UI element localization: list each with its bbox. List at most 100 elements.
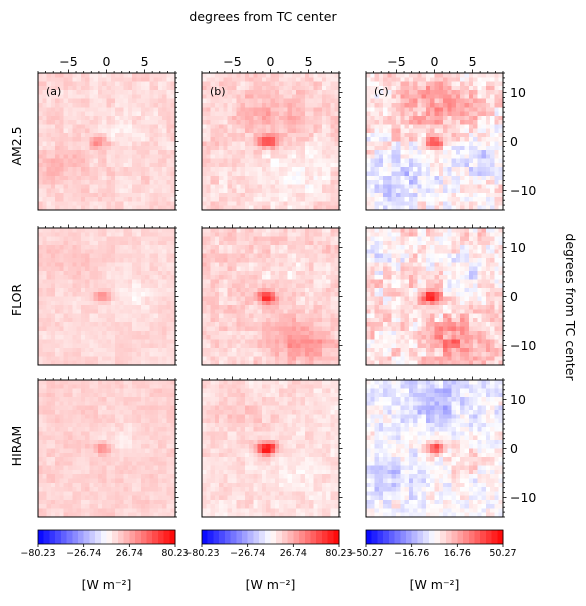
heatmap-cell xyxy=(55,205,60,211)
heatmap-cell xyxy=(149,192,154,198)
heatmap-cell xyxy=(287,287,293,293)
heatmap-cell xyxy=(214,201,220,207)
heatmap-cell xyxy=(202,90,207,95)
heatmap-cell xyxy=(378,171,384,177)
heatmap-cell xyxy=(80,184,86,189)
heatmap-cell xyxy=(400,205,405,211)
heatmap-cell xyxy=(42,73,47,78)
heatmap-cell xyxy=(296,90,301,95)
heatmap-cell xyxy=(498,120,504,125)
heatmap-cell xyxy=(317,137,323,142)
heatmap-cell xyxy=(374,145,380,151)
heatmap-cell xyxy=(279,192,284,198)
heatmap-cell xyxy=(270,180,276,185)
heatmap-cell xyxy=(157,102,163,108)
heatmap-cell xyxy=(231,137,237,142)
heatmap-cell xyxy=(244,228,250,233)
heatmap-cell xyxy=(378,141,384,147)
heatmap-cell xyxy=(38,107,43,112)
heatmap-cell xyxy=(266,205,271,211)
heatmap-cell xyxy=(140,167,146,172)
heatmap-cell xyxy=(321,228,327,233)
heatmap-cell xyxy=(296,124,301,130)
heatmap-cell xyxy=(498,167,504,172)
heatmap-cell xyxy=(102,115,107,121)
heatmap-cell xyxy=(326,249,331,255)
heatmap-cell xyxy=(274,145,280,151)
heatmap-cell xyxy=(55,98,60,104)
heatmap-cell xyxy=(93,283,99,289)
heatmap-cell xyxy=(89,197,95,202)
heatmap-cell xyxy=(447,107,453,112)
heatmap-cell xyxy=(72,167,77,172)
heatmap-cell xyxy=(223,266,229,272)
heatmap-cell xyxy=(206,145,211,151)
heatmap-cell xyxy=(214,77,220,82)
heatmap-cell xyxy=(42,111,47,117)
heatmap-cell xyxy=(270,266,276,272)
heatmap-cell xyxy=(270,262,276,267)
heatmap-cell xyxy=(102,154,107,160)
heatmap-cell xyxy=(136,270,142,276)
heatmap-cell xyxy=(430,197,435,202)
heatmap-cell xyxy=(153,262,159,267)
heatmap-cell xyxy=(227,162,233,168)
heatmap-cell xyxy=(89,245,95,250)
heatmap-cell xyxy=(46,107,52,112)
heatmap-cell xyxy=(97,266,103,272)
heatmap-cell xyxy=(170,240,176,246)
heatmap-cell xyxy=(72,287,77,293)
heatmap-cell xyxy=(80,352,86,357)
heatmap-cell xyxy=(425,90,431,95)
heatmap-cell xyxy=(240,240,246,246)
heatmap-cell xyxy=(304,77,310,82)
heatmap-cell xyxy=(136,275,142,280)
heatmap-cell xyxy=(55,81,60,87)
top-axis-title: degrees from TC center xyxy=(189,9,337,24)
heatmap-cell xyxy=(106,317,112,323)
heatmap-cell xyxy=(434,115,440,121)
heatmap-cell xyxy=(404,137,410,142)
heatmap-cell xyxy=(291,270,297,276)
heatmap-cell xyxy=(253,205,259,211)
heatmap-cell xyxy=(309,262,314,267)
heatmap-cell xyxy=(123,232,129,237)
heatmap-cell xyxy=(313,81,318,87)
heatmap-cell xyxy=(210,94,216,100)
heatmap-cell xyxy=(287,150,293,155)
heatmap-cell xyxy=(223,158,229,164)
heatmap-cell xyxy=(42,171,47,177)
heatmap-cell xyxy=(326,245,331,250)
heatmap-cell xyxy=(76,317,82,323)
heatmap-cell xyxy=(63,171,69,177)
heatmap-cell xyxy=(72,343,77,349)
heatmap-cell xyxy=(115,137,120,142)
heatmap-cell xyxy=(67,322,73,327)
heatmap-cell xyxy=(317,296,323,302)
heatmap-cell xyxy=(145,356,150,362)
heatmap-cell xyxy=(119,205,125,211)
heatmap-cell xyxy=(494,85,500,91)
heatmap-cell xyxy=(85,73,90,78)
heatmap-cell xyxy=(253,192,259,198)
heatmap-cell xyxy=(170,309,176,315)
heatmap-cell xyxy=(317,85,323,91)
heatmap-cell xyxy=(494,205,500,211)
heatmap-cell xyxy=(76,232,82,237)
heatmap-cell xyxy=(326,309,331,315)
heatmap-cell xyxy=(366,197,371,202)
heatmap-cell xyxy=(473,192,478,198)
heatmap-cell xyxy=(97,335,103,340)
heatmap-cell xyxy=(115,81,120,87)
heatmap-cell xyxy=(80,102,86,108)
heatmap-cell xyxy=(80,266,86,272)
heatmap-cell xyxy=(391,81,397,87)
heatmap-cell xyxy=(157,339,163,344)
heatmap-cell xyxy=(334,201,340,207)
heatmap-cell xyxy=(326,184,331,189)
heatmap-cell xyxy=(236,124,241,130)
heatmap-cell xyxy=(244,266,250,272)
heatmap-cell xyxy=(59,162,65,168)
heatmap-cell xyxy=(46,90,52,95)
heatmap-cell xyxy=(304,232,310,237)
